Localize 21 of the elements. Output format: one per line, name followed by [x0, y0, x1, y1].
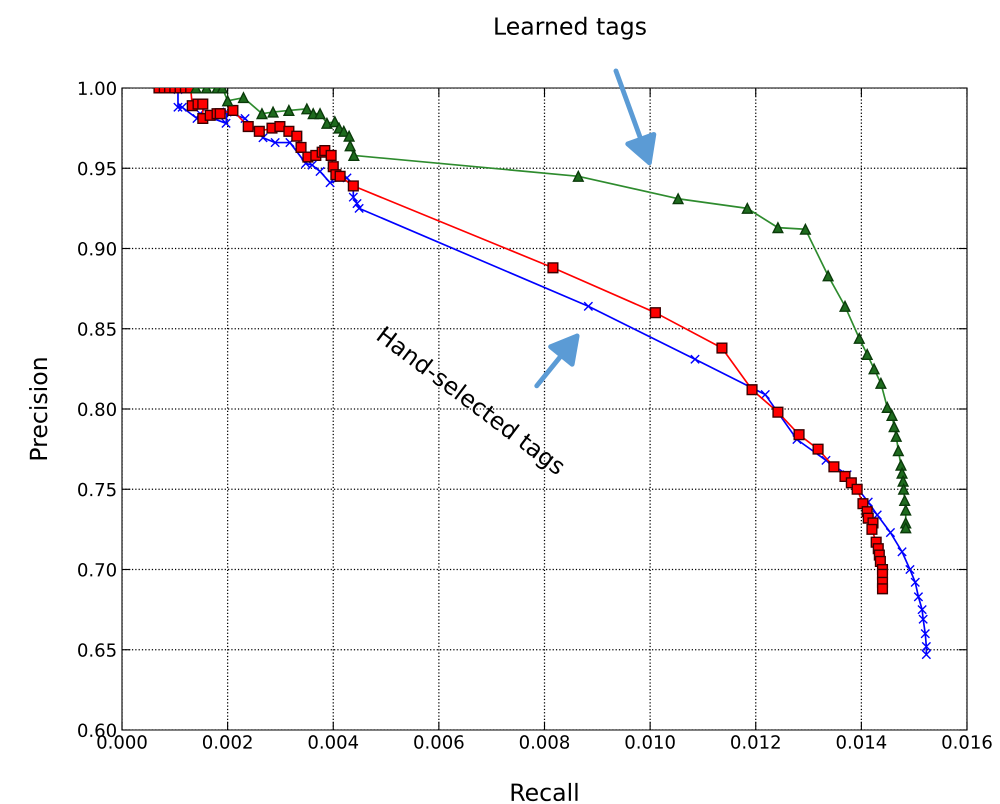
- y-tick-label: 1.00: [78, 81, 116, 96]
- y-tick-label: 0.70: [78, 562, 116, 577]
- x-tick-label: 0.014: [836, 735, 886, 749]
- y-tick-label: 0.90: [78, 242, 116, 256]
- y-axis-title: Precision: [29, 358, 48, 460]
- y-tick-label: 0.75: [78, 482, 116, 496]
- text: Learned tags: [495, 16, 646, 40]
- x-tick-label: 0.012: [731, 735, 780, 749]
- x-tick-label: 0.006: [414, 735, 464, 749]
- y-tick-label: 0.60: [78, 723, 116, 738]
- y-tick-label: 0.85: [78, 322, 116, 336]
- x-tick-label: 0.016: [942, 735, 992, 749]
- x-tick-label: 0.008: [520, 735, 570, 749]
- x-axis-title: Recall: [512, 782, 578, 802]
- y-tick-label: 0.65: [78, 643, 116, 657]
- x-tick-label: 0.000: [97, 735, 147, 749]
- x-tick-label: 0.010: [625, 735, 675, 749]
- x-tick-label: 0.004: [308, 735, 358, 749]
- y-tick-label: 0.95: [78, 162, 116, 176]
- x-tick-label: 0.002: [202, 735, 252, 749]
- y-tick-label: 0.80: [78, 402, 116, 416]
